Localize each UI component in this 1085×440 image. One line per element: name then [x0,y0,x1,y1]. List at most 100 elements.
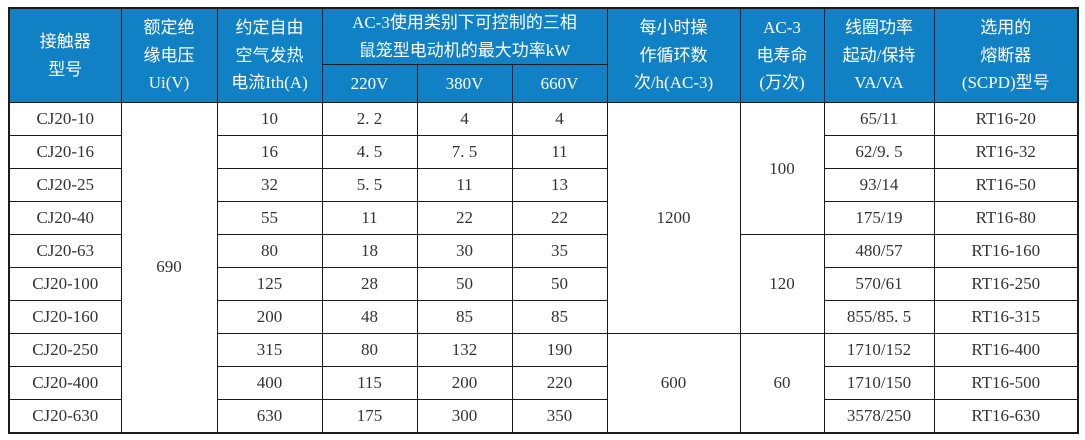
cell-660v: 35 [511,234,608,269]
table-row: CJ20-100 125 28 50 50 570/61 RT16-250 [8,267,1079,302]
header-row-group: 接触器 型号 额定绝 缘电压 Ui(V) 约定自由 空气发热 电流Ith(A) … [8,7,1079,104]
cell-660v: 85 [511,300,608,335]
cell-coil: 1710/152 [823,333,935,368]
cell-220v: 175 [321,399,418,434]
cell-model: CJ20-63 [8,234,122,269]
cell-fuse: RT16-250 [933,267,1079,302]
cell-380v: 132 [416,333,513,368]
cell-life-merged: 60 [739,333,825,434]
cell-ui-merged: 690 [120,102,218,434]
cell-660v: 22 [511,201,608,236]
cell-model: CJ20-630 [8,399,122,434]
table-row: CJ20-16 16 4. 5 7. 5 11 62/9. 5 RT16-32 [8,135,1079,170]
cell-220v: 48 [321,300,418,335]
table-row: CJ20-10 690 10 2. 2 4 4 1200 100 65/11 R… [8,102,1079,434]
contactor-spec-table: 接触器 型号 额定绝 缘电压 Ui(V) 约定自由 空气发热 电流Ith(A) … [8,7,1079,434]
cell-380v: 300 [416,399,513,434]
table-row: CJ20-630 630 175 300 350 3578/250 RT16-6… [8,399,1079,434]
header-380v: 380V [416,64,513,104]
header-model: 接触器 型号 [8,7,122,104]
header-fuse: 选用的 熔断器 (SCPD)型号 [933,7,1079,104]
cell-220v: 80 [321,333,418,368]
cell-fuse: RT16-400 [933,333,1079,368]
cell-ith: 630 [216,399,323,434]
header-ui: 额定绝 缘电压 Ui(V) [120,7,218,104]
cell-coil: 93/14 [823,168,935,203]
table-row: CJ20-250 315 80 132 190 600 60 1710/152 … [8,333,1079,434]
header-row-voltages: 220V 380V 660V [9,64,1078,104]
table-row: CJ20-63 80 18 30 35 120 480/57 RT16-160 [8,234,1079,335]
cell-ith: 80 [216,234,323,269]
cell-660v: 220 [511,366,608,401]
cell-ith: 16 [216,135,323,170]
cell-coil: 175/19 [823,201,935,236]
table-body: CJ20-10 690 10 2. 2 4 4 1200 100 65/11 R… [8,102,1079,434]
header-220v: 220V [321,64,418,104]
cell-coil: 1710/150 [823,366,935,401]
cell-220v: 115 [321,366,418,401]
cell-380v: 200 [416,366,513,401]
cell-coil: 62/9. 5 [823,135,935,170]
cell-model: CJ20-250 [8,333,122,368]
cell-380v: 30 [416,234,513,269]
cell-coil: 855/85. 5 [823,300,935,335]
cell-220v: 18 [321,234,418,269]
cell-380v: 85 [416,300,513,335]
cell-660v: 350 [511,399,608,434]
cell-coil: 3578/250 [823,399,935,434]
cell-380v: 11 [416,168,513,203]
table-header: 接触器 型号 额定绝 缘电压 Ui(V) 约定自由 空气发热 电流Ith(A) … [8,7,1079,104]
cell-380v: 4 [416,102,513,137]
cell-model: CJ20-16 [8,135,122,170]
table-row: CJ20-40 55 11 22 22 175/19 RT16-80 [8,201,1079,236]
cell-life-merged: 120 [739,234,825,335]
cell-fuse: RT16-315 [933,300,1079,335]
cell-fuse: RT16-160 [933,234,1079,269]
cell-model: CJ20-10 [8,102,122,137]
cell-model: CJ20-400 [8,366,122,401]
cell-ith: 200 [216,300,323,335]
cell-220v: 11 [321,201,418,236]
cell-model: CJ20-160 [8,300,122,335]
cell-660v: 190 [511,333,608,368]
table-row: CJ20-400 400 115 200 220 1710/150 RT16-5… [8,366,1079,401]
header-ith: 约定自由 空气发热 电流Ith(A) [216,7,323,104]
cell-ith: 315 [216,333,323,368]
cell-660v: 50 [511,267,608,302]
cell-660v: 4 [511,102,608,137]
cell-cycles-merged: 600 [606,333,741,434]
cell-fuse: RT16-32 [933,135,1079,170]
header-coil-power: 线圈功率 起动/保持 VA/VA [823,7,935,104]
cell-ith: 10 [216,102,323,137]
header-ac3-group: AC-3使用类别下可控制的三相 鼠笼型电动机的最大功率kW [321,7,608,66]
table-row: CJ20-25 32 5. 5 11 13 93/14 RT16-50 [8,168,1079,203]
cell-fuse: RT16-80 [933,201,1079,236]
header-cycles: 每小时操 作循环数 次/h(AC-3) [606,7,741,104]
cell-ith: 55 [216,201,323,236]
table-row: CJ20-160 200 48 85 85 855/85. 5 RT16-315 [8,300,1079,335]
cell-ith: 32 [216,168,323,203]
cell-220v: 2. 2 [321,102,418,137]
cell-ith: 400 [216,366,323,401]
cell-fuse: RT16-50 [933,168,1079,203]
cell-coil: 65/11 [823,102,935,137]
cell-coil: 570/61 [823,267,935,302]
cell-life-merged: 100 [739,102,825,236]
cell-380v: 7. 5 [416,135,513,170]
cell-380v: 50 [416,267,513,302]
cell-cycles-merged: 1200 [606,102,741,335]
cell-ith: 125 [216,267,323,302]
cell-380v: 22 [416,201,513,236]
cell-coil: 480/57 [823,234,935,269]
cell-model: CJ20-100 [8,267,122,302]
header-life: AC-3 电寿命 (万次) [739,7,825,104]
cell-fuse: RT16-630 [933,399,1079,434]
cell-220v: 5. 5 [321,168,418,203]
cell-220v: 28 [321,267,418,302]
cell-660v: 11 [511,135,608,170]
cell-fuse: RT16-20 [933,102,1079,137]
cell-fuse: RT16-500 [933,366,1079,401]
cell-220v: 4. 5 [321,135,418,170]
cell-660v: 13 [511,168,608,203]
